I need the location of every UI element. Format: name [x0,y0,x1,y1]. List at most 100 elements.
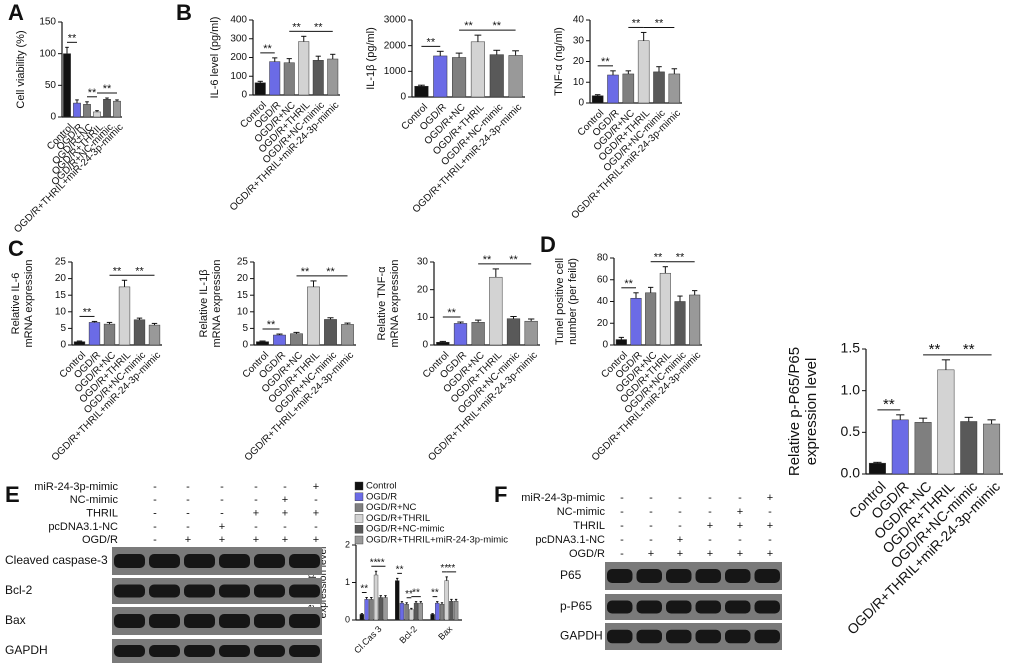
treatment-mark: - [738,534,742,546]
significance-label: ** [113,265,122,277]
y-tick-label: 10 [55,306,67,317]
treatment-mark: + [313,534,319,546]
y-tick-label: 10 [237,306,249,317]
significance-label: ** [655,17,664,29]
significance-label: ** [326,266,335,278]
bar [435,602,440,621]
y-tick-label: 0 [242,340,248,351]
y-tick-label: 20 [597,318,609,329]
bar [269,61,281,96]
blot-band [636,569,662,583]
treatment-mark: - [620,520,624,532]
y-axis-title: expression level [803,358,820,466]
blot-band [114,554,145,568]
bar [83,104,91,118]
treatment-mark: - [314,494,318,506]
legend-swatch [354,514,364,523]
treatment-mark: - [620,548,624,560]
bar [453,601,459,621]
y-axis-title: Cell viability (%) [15,30,27,108]
blot-strip [112,639,322,663]
blot-band [149,645,180,657]
legend-swatch [354,535,364,545]
band-label: Cleaved caspase-3 [5,553,108,567]
treatment-mark: - [153,481,157,493]
bar [439,604,445,621]
y-axis-title: mRNA expression [389,259,401,347]
bar [312,60,324,96]
significance-label: ** [427,36,436,48]
significance-label: ** [135,265,144,277]
significance-label: ** [883,396,895,413]
y-tick-label: 0 [60,340,66,351]
blot-band [254,584,285,598]
y-tick-label: 5 [242,323,248,334]
treatment-mark: + [737,520,743,532]
significance-label: ** [483,254,492,266]
bar [373,574,379,621]
y-tick-label: 1.5 [841,340,861,356]
blot-band [607,569,633,583]
band-label: p-P65 [560,599,592,613]
bar [399,602,405,621]
bar [341,324,354,346]
blot-band [254,554,285,568]
treatment-mark: - [186,494,190,506]
treatment-mark: - [186,508,190,520]
significance-label: ** [654,252,663,264]
band-label: Bax [5,613,26,627]
treatment-mark: + [767,492,773,504]
bar [93,111,101,118]
bar [506,318,521,346]
blot-strip [605,562,782,590]
blot-band [725,629,751,644]
treatment-mark: - [620,506,624,518]
y-axis-title: Tunel positive cell [554,258,566,345]
significance-label: ** [83,306,92,318]
treatment-mark: + [219,521,225,533]
y-tick-label: 150 [39,17,56,28]
band-label: GAPDH [5,643,48,657]
y-axis-title: Relative IL-6 [10,273,22,335]
y-axis-title: TNF-α (ng/ml) [553,27,565,96]
blot-band [636,629,662,644]
significance-label: ** [396,564,404,575]
blot-band [289,584,320,598]
bar [630,297,642,346]
treatment-label: NC-mimic [70,494,119,506]
significance-label: ** [301,266,310,278]
significance-label: ** [509,254,518,266]
bar [470,41,485,98]
bar [418,602,423,621]
blot-band [254,614,285,628]
significance-label: ** [464,20,473,32]
bar [615,339,627,346]
blot-band [666,569,692,583]
bar [452,57,467,98]
blot-band [114,645,145,657]
legend-label: OGD/R [366,491,397,502]
bar [645,292,657,346]
treatment-mark: + [185,534,191,546]
y-tick-label: 1 [345,577,350,587]
y-tick-label: 20 [55,273,67,284]
treatment-mark: + [219,534,225,546]
legend-label: OGD/R+THRIL [366,513,430,524]
treatment-mark: - [649,520,653,532]
treatment-label: OGD/R [82,534,118,546]
treatment-mark: - [649,492,653,504]
bar [256,341,269,346]
treatment-mark: - [738,492,742,504]
y-tick-label: 0 [50,112,56,123]
treatment-mark: - [153,508,157,520]
blot-band [289,614,320,628]
bar [383,597,388,621]
significance-label: ** [68,32,77,44]
bar [689,294,701,346]
y-tick-label: 300 [230,33,247,44]
y-axis-title: mRNA expression [211,259,223,347]
bar [148,324,161,346]
blot-band [114,614,145,628]
y-tick-label: 20 [573,56,585,67]
